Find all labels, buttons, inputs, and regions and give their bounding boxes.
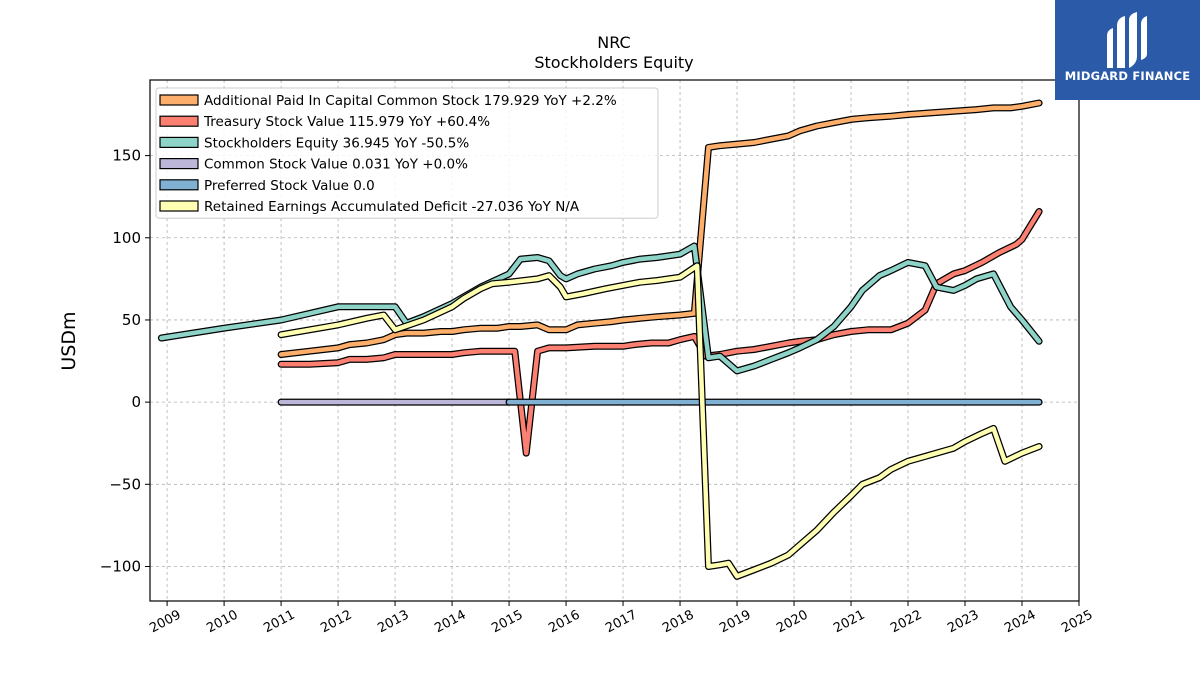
x-tick-label: 2019 bbox=[717, 608, 753, 637]
legend-swatch bbox=[159, 200, 199, 212]
legend-label: Preferred Stock Value 0.0 bbox=[204, 178, 375, 194]
y-tick-label: −50 bbox=[109, 475, 141, 493]
x-tick-label: 2010 bbox=[204, 608, 240, 637]
series-line bbox=[278, 263, 1042, 579]
chart-title: NRC bbox=[597, 33, 630, 52]
y-tick-label: 100 bbox=[112, 229, 141, 247]
series-lines bbox=[157, 99, 1043, 580]
series-0 bbox=[277, 99, 1043, 358]
logo-mark-icon bbox=[1107, 12, 1147, 68]
series-line bbox=[278, 209, 1042, 456]
x-tick-label: 2009 bbox=[147, 608, 183, 637]
midgard-finance-logo: MIDGARD FINANCE bbox=[1055, 0, 1200, 100]
x-tick-label: 2018 bbox=[660, 608, 696, 637]
legend-label: Stockholders Equity 36.945 YoY -50.5% bbox=[204, 135, 469, 151]
x-tick-label: 2020 bbox=[774, 608, 810, 637]
logo-text: MIDGARD FINANCE bbox=[1064, 69, 1191, 83]
legend-label: Treasury Stock Value 115.979 YoY +60.4% bbox=[203, 114, 490, 130]
x-tick-label: 2021 bbox=[831, 608, 867, 637]
x-tick-label: 2012 bbox=[318, 608, 354, 637]
series-1 bbox=[277, 208, 1043, 457]
x-tick-label: 2011 bbox=[261, 608, 297, 637]
x-tick-label: 2013 bbox=[375, 608, 411, 637]
y-tick-label: 150 bbox=[112, 147, 141, 165]
series-5 bbox=[277, 262, 1043, 580]
plot-frame bbox=[149, 79, 1080, 602]
y-axis-label: USDm bbox=[58, 311, 80, 370]
x-tick-label: 2015 bbox=[489, 608, 525, 637]
legend-box bbox=[155, 87, 659, 219]
y-tick-label: −100 bbox=[100, 557, 141, 575]
legend-swatch bbox=[159, 115, 199, 127]
series-line bbox=[278, 100, 1042, 357]
y-tick-label: 50 bbox=[122, 311, 141, 329]
y-tick-label: 0 bbox=[131, 393, 141, 411]
chart-subtitle: Stockholders Equity bbox=[534, 53, 693, 72]
x-tick-label: 2025 bbox=[1059, 608, 1095, 637]
legend-swatch bbox=[159, 94, 199, 106]
legend-swatch bbox=[159, 179, 199, 191]
x-tick-label: 2023 bbox=[945, 608, 981, 637]
legend-label: Common Stock Value 0.031 YoY +0.0% bbox=[204, 157, 468, 173]
x-tick-label: 2024 bbox=[1002, 608, 1038, 637]
legend-swatch bbox=[159, 158, 199, 170]
x-tick-label: 2022 bbox=[888, 608, 924, 637]
legend-label: Retained Earnings Accumulated Deficit -2… bbox=[204, 199, 580, 215]
x-tick-label: 2016 bbox=[546, 608, 582, 637]
legend-label: Additional Paid In Capital Common Stock … bbox=[204, 93, 617, 109]
legend: Additional Paid In Capital Common Stock … bbox=[155, 87, 659, 219]
x-tick-label: 2017 bbox=[603, 608, 639, 637]
x-tick-label: 2014 bbox=[432, 608, 468, 637]
axis-ticks: 2009 2010 2011 2012 2013 2014 2015 2016 2017 2018… bbox=[100, 147, 1096, 637]
legend-swatch bbox=[159, 136, 199, 148]
